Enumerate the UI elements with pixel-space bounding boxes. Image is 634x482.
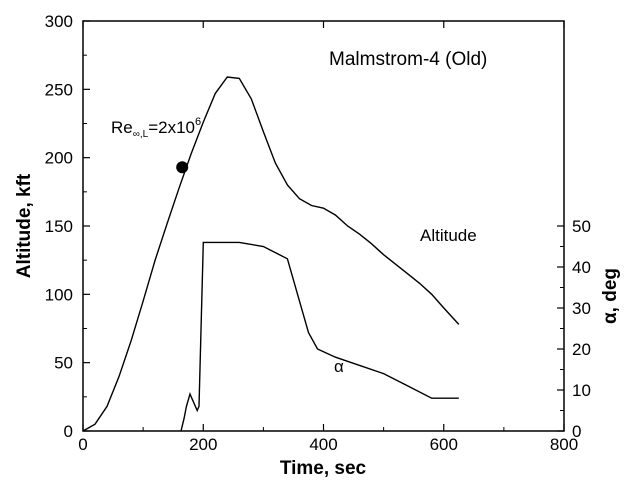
x-tick-label: 0 [78, 435, 87, 454]
altitude-series-label: Altitude [420, 226, 477, 245]
left-y-tick-label: 0 [64, 422, 73, 441]
reynolds-value: =2x10 [148, 118, 195, 137]
altitude-series-line [82, 76, 460, 432]
plot-frame [82, 20, 565, 432]
chart-title: Malmstrom-4 (Old) [329, 49, 487, 70]
right-y-axis-ticks: 0 10 20 30 40 50 [557, 217, 591, 441]
right-y-tick-label: 20 [572, 340, 591, 359]
left-y-tick-label: 100 [45, 285, 73, 304]
x-tick-label: 400 [309, 435, 337, 454]
alpha-series-line [180, 241, 459, 432]
left-y-tick-label: 200 [45, 149, 73, 168]
right-y-axis-label: α, deg [600, 268, 621, 324]
reynolds-annotation: Re∞,L=2x106 [111, 116, 201, 140]
x-tick-label: 800 [550, 435, 578, 454]
x-tick-label: 200 [189, 435, 217, 454]
x-axis-ticks: 0 200 400 600 800 [78, 21, 578, 454]
right-y-tick-label: 50 [572, 217, 591, 236]
right-y-tick-label: 0 [572, 422, 581, 441]
left-y-tick-label: 150 [45, 217, 73, 236]
right-y-tick-label: 10 [572, 381, 591, 400]
reynolds-re: Re [111, 118, 133, 137]
reynolds-subscript: ∞,L [133, 129, 149, 140]
left-y-axis-label: Altitude, kft [14, 173, 35, 278]
reynolds-exponent: 6 [195, 116, 201, 128]
left-y-tick-label: 250 [45, 80, 73, 99]
alpha-series-label: α [334, 357, 344, 376]
left-y-tick-label: 50 [54, 354, 73, 373]
reynolds-marker-point [176, 161, 189, 174]
x-tick-label: 600 [430, 435, 458, 454]
right-y-tick-label: 40 [572, 258, 591, 277]
x-axis-label: Time, sec [280, 458, 367, 479]
right-y-tick-label: 30 [572, 299, 591, 318]
left-y-axis-ticks: 0 50 100 150 200 250 300 [45, 12, 90, 441]
left-y-tick-label: 300 [45, 12, 73, 31]
